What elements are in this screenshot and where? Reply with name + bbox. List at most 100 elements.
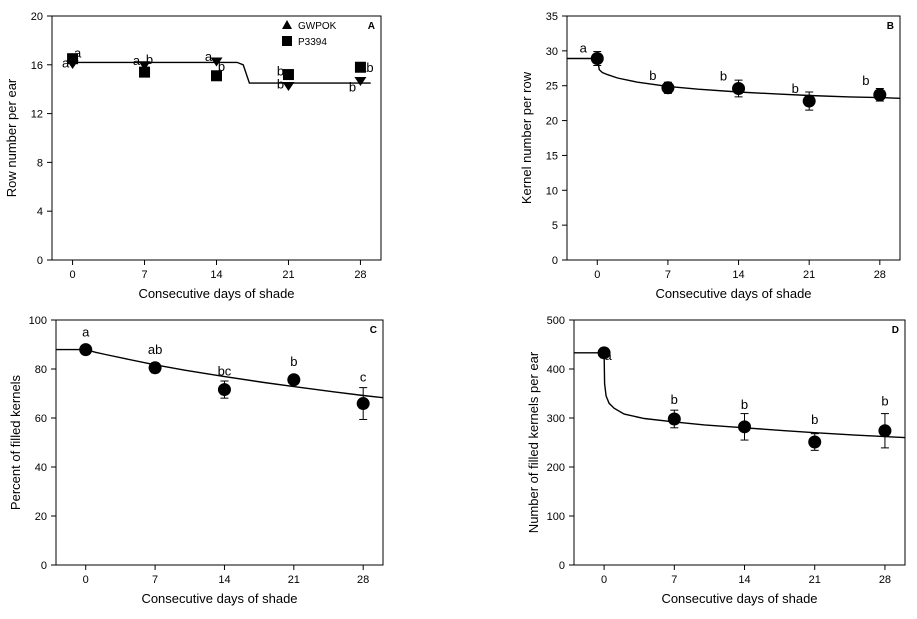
plot-frame bbox=[566, 15, 901, 261]
y-tick-label: 100 bbox=[29, 315, 47, 327]
data-point bbox=[217, 383, 231, 397]
significance-label: b bbox=[671, 392, 678, 407]
x-tick-label: 7 bbox=[665, 269, 671, 281]
x-tick-label: 28 bbox=[879, 574, 891, 586]
data-point bbox=[732, 82, 746, 96]
significance-label: b bbox=[741, 397, 748, 412]
data-point-p3394 bbox=[211, 70, 222, 82]
data-point bbox=[878, 424, 892, 438]
y-tick-label: 0 bbox=[552, 255, 558, 267]
x-tick-label: 14 bbox=[210, 269, 222, 281]
data-point bbox=[667, 412, 681, 426]
significance-label: b bbox=[649, 68, 656, 83]
y-tick-label: 4 bbox=[37, 206, 43, 218]
panel-letter: C bbox=[370, 325, 377, 336]
data-point-gwpok bbox=[210, 57, 223, 67]
legend-label: P3394 bbox=[298, 37, 327, 48]
x-tick-label: 21 bbox=[809, 574, 821, 586]
y-tick-label: 200 bbox=[547, 462, 565, 474]
y-tick-label: 0 bbox=[559, 560, 565, 572]
y-tick-label: 8 bbox=[37, 157, 43, 169]
y-tick-label: 500 bbox=[547, 315, 565, 327]
significance-label: a bbox=[205, 49, 213, 64]
y-tick-label: 25 bbox=[546, 81, 558, 93]
y-tick-label: 100 bbox=[547, 511, 565, 523]
panel-d: 0 7 14 21 28 0 100 200 300 400 500 Consecutive days… bbox=[526, 315, 906, 606]
data-point bbox=[808, 435, 822, 449]
significance-label: b bbox=[277, 64, 284, 79]
legend-marker-square bbox=[282, 36, 292, 46]
significance-label: b bbox=[862, 73, 869, 88]
significance-label: a bbox=[604, 348, 612, 363]
y-tick-label: 20 bbox=[546, 116, 558, 128]
y-tick-label: 20 bbox=[31, 11, 43, 23]
fitted-curve bbox=[56, 348, 384, 399]
x-tick-label: 7 bbox=[152, 574, 158, 586]
x-tick-label: 28 bbox=[357, 574, 369, 586]
panel-letter: A bbox=[368, 21, 375, 32]
data-point bbox=[597, 346, 611, 360]
significance-label: a bbox=[74, 46, 82, 61]
significance-label: b bbox=[277, 77, 284, 92]
y-tick-label: 0 bbox=[37, 255, 43, 267]
y-axis-title: Number of filled kernels per ear bbox=[526, 351, 541, 533]
data-point-p3394 bbox=[139, 66, 151, 78]
y-axis-title: Percent of filled kernels bbox=[8, 374, 23, 510]
x-tick-label: 14 bbox=[218, 574, 230, 586]
data-point bbox=[590, 52, 604, 66]
y-tick-label: 10 bbox=[546, 185, 558, 197]
y-tick-label: 35 bbox=[546, 11, 558, 23]
data-point-gwpok bbox=[354, 77, 367, 87]
x-tick-label: 7 bbox=[141, 269, 147, 281]
data-point bbox=[287, 373, 301, 387]
data-point-p3394 bbox=[354, 61, 366, 73]
data-point-gwpok bbox=[138, 61, 151, 71]
panel-b: 0 7 14 21 28 0 5 10 15 20 25 30 35 Consecutive days o… bbox=[519, 11, 901, 301]
panel-a: 0 7 14 21 28 0 4 8 12 16 20 Consecutive days of sha… bbox=[4, 11, 382, 301]
y-axis-title: Row number per ear bbox=[4, 78, 19, 197]
x-axis-title: Consecutive days of shade bbox=[141, 591, 297, 606]
x-tick-label: 28 bbox=[874, 269, 886, 281]
significance-label: ab bbox=[359, 60, 373, 75]
x-tick-label: 21 bbox=[288, 574, 300, 586]
x-tick-label: 0 bbox=[83, 574, 89, 586]
data-point bbox=[148, 361, 162, 375]
panel-letter: D bbox=[892, 325, 899, 336]
significance-label: b bbox=[720, 69, 727, 84]
panel-c: 0 7 14 21 28 0 20 40 60 80 100 Consecutive days of … bbox=[8, 315, 384, 606]
plot-frame bbox=[51, 15, 382, 261]
panel-letter: B bbox=[887, 21, 894, 32]
y-tick-label: 30 bbox=[546, 46, 558, 58]
significance-label: b bbox=[290, 354, 297, 369]
y-tick-label: 400 bbox=[547, 364, 565, 376]
significance-label: b bbox=[218, 59, 225, 74]
significance-label: bc bbox=[218, 364, 232, 379]
significance-label: b bbox=[881, 394, 888, 409]
x-tick-label: 28 bbox=[354, 269, 366, 281]
x-tick-label: 0 bbox=[601, 574, 607, 586]
data-point-gwpok bbox=[282, 81, 295, 91]
significance-label: a bbox=[580, 41, 588, 56]
data-point-p3394 bbox=[282, 69, 294, 81]
x-axis-title: Consecutive days of shade bbox=[655, 286, 811, 301]
x-tick-label: 14 bbox=[738, 574, 750, 586]
significance-label: b bbox=[811, 412, 818, 427]
significance-label: a bbox=[62, 56, 70, 71]
y-tick-label: 80 bbox=[35, 364, 47, 376]
x-tick-label: 0 bbox=[594, 269, 600, 281]
data-point bbox=[738, 420, 752, 434]
x-tick-label: 0 bbox=[70, 269, 76, 281]
data-point bbox=[873, 88, 887, 102]
plot-frame bbox=[55, 319, 384, 566]
y-tick-label: 40 bbox=[35, 462, 47, 474]
x-axis-title: Consecutive days of shade bbox=[138, 286, 294, 301]
data-point bbox=[79, 343, 93, 357]
x-tick-label: 7 bbox=[671, 574, 677, 586]
fitted-curve bbox=[574, 352, 906, 439]
data-point bbox=[661, 81, 675, 95]
legend-marker-triangle bbox=[282, 20, 292, 29]
y-tick-label: 15 bbox=[546, 150, 558, 162]
significance-label: b bbox=[146, 52, 153, 67]
significance-label: b bbox=[349, 80, 356, 95]
